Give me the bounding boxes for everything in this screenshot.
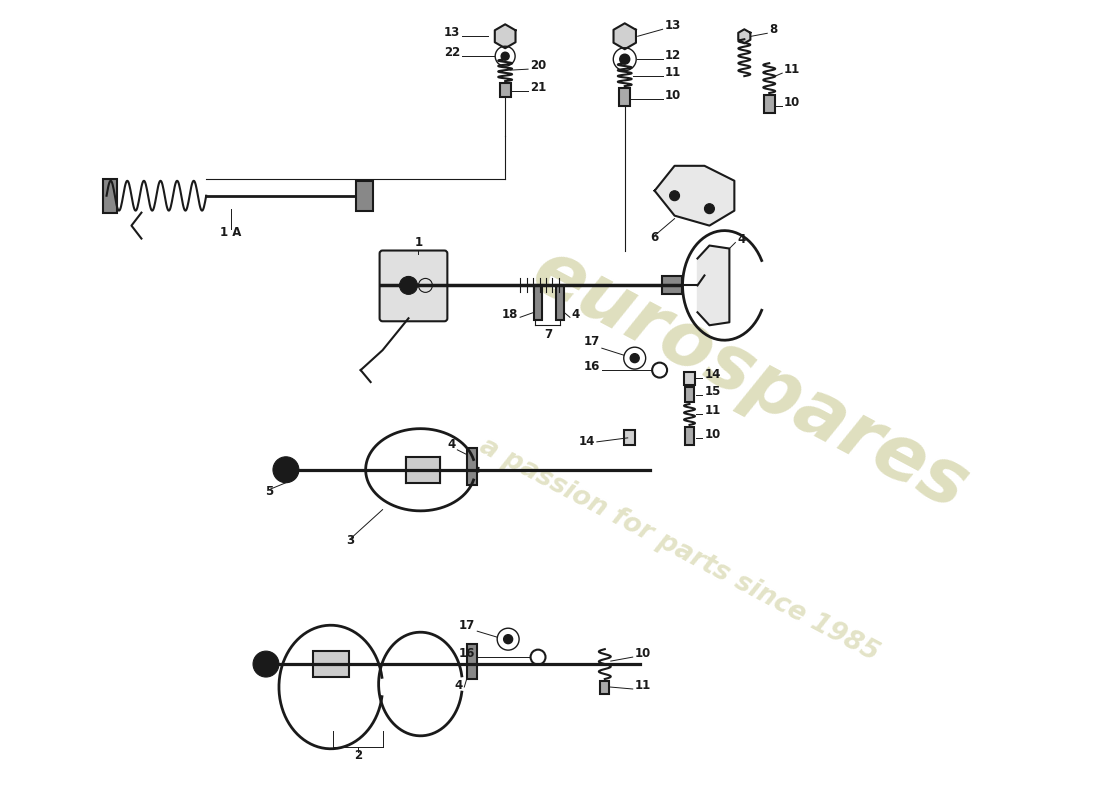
Text: 16: 16 [583,360,600,373]
Bar [468,448,477,485]
Text: 1: 1 [415,235,422,249]
Bar [684,372,695,385]
Polygon shape [738,30,750,43]
Circle shape [704,204,714,214]
Text: a passion for parts since 1985: a passion for parts since 1985 [475,433,883,666]
Bar [556,286,564,320]
Text: 1 A: 1 A [220,226,242,238]
Text: 4: 4 [572,308,580,322]
Text: 15: 15 [704,385,720,398]
Circle shape [619,54,629,64]
Circle shape [670,190,680,201]
Text: 13: 13 [444,26,460,39]
Bar [601,681,609,694]
Text: 11: 11 [664,66,681,79]
Text: 14: 14 [704,368,720,381]
Text: 14: 14 [579,435,595,448]
Bar [468,644,477,679]
Text: 17: 17 [584,335,600,348]
Text: 3: 3 [346,534,355,547]
Text: 17: 17 [459,619,475,632]
Text: 10: 10 [664,89,681,102]
Text: 10: 10 [704,428,720,441]
Polygon shape [614,23,636,50]
Text: 4: 4 [737,233,746,246]
Text: 6: 6 [650,230,659,243]
Text: 20: 20 [530,59,547,72]
Bar [312,651,349,677]
Text: 4: 4 [454,679,462,692]
Bar [624,430,635,445]
Bar [685,387,694,402]
Text: 7: 7 [543,328,552,342]
Text: 21: 21 [530,81,547,94]
Text: 22: 22 [444,46,460,59]
Circle shape [630,354,639,362]
Text: 4: 4 [447,438,455,451]
Bar [102,178,117,213]
Bar [535,286,542,320]
Circle shape [399,277,418,294]
Bar [406,457,440,482]
Bar [499,83,510,97]
Circle shape [504,634,513,644]
FancyBboxPatch shape [379,250,448,322]
Bar [619,88,630,106]
Text: 12: 12 [664,49,681,62]
Text: 11: 11 [784,63,801,76]
Text: 18: 18 [502,308,518,322]
Text: 2: 2 [354,749,363,762]
Text: eurospares: eurospares [519,234,980,526]
Bar [355,181,373,210]
Circle shape [502,52,509,60]
Polygon shape [697,246,729,326]
Polygon shape [654,166,735,226]
Polygon shape [495,24,516,48]
Circle shape [253,651,279,677]
Text: 16: 16 [459,647,475,660]
Text: 5: 5 [265,485,273,498]
Text: 11: 11 [704,404,720,417]
Circle shape [273,457,299,482]
Text: 10: 10 [635,647,651,660]
Text: 10: 10 [784,96,801,109]
Bar [685,427,694,445]
Text: 13: 13 [664,19,681,32]
Text: 8: 8 [769,23,778,36]
Bar [661,277,682,294]
Text: 11: 11 [635,679,651,692]
Bar [763,95,774,113]
